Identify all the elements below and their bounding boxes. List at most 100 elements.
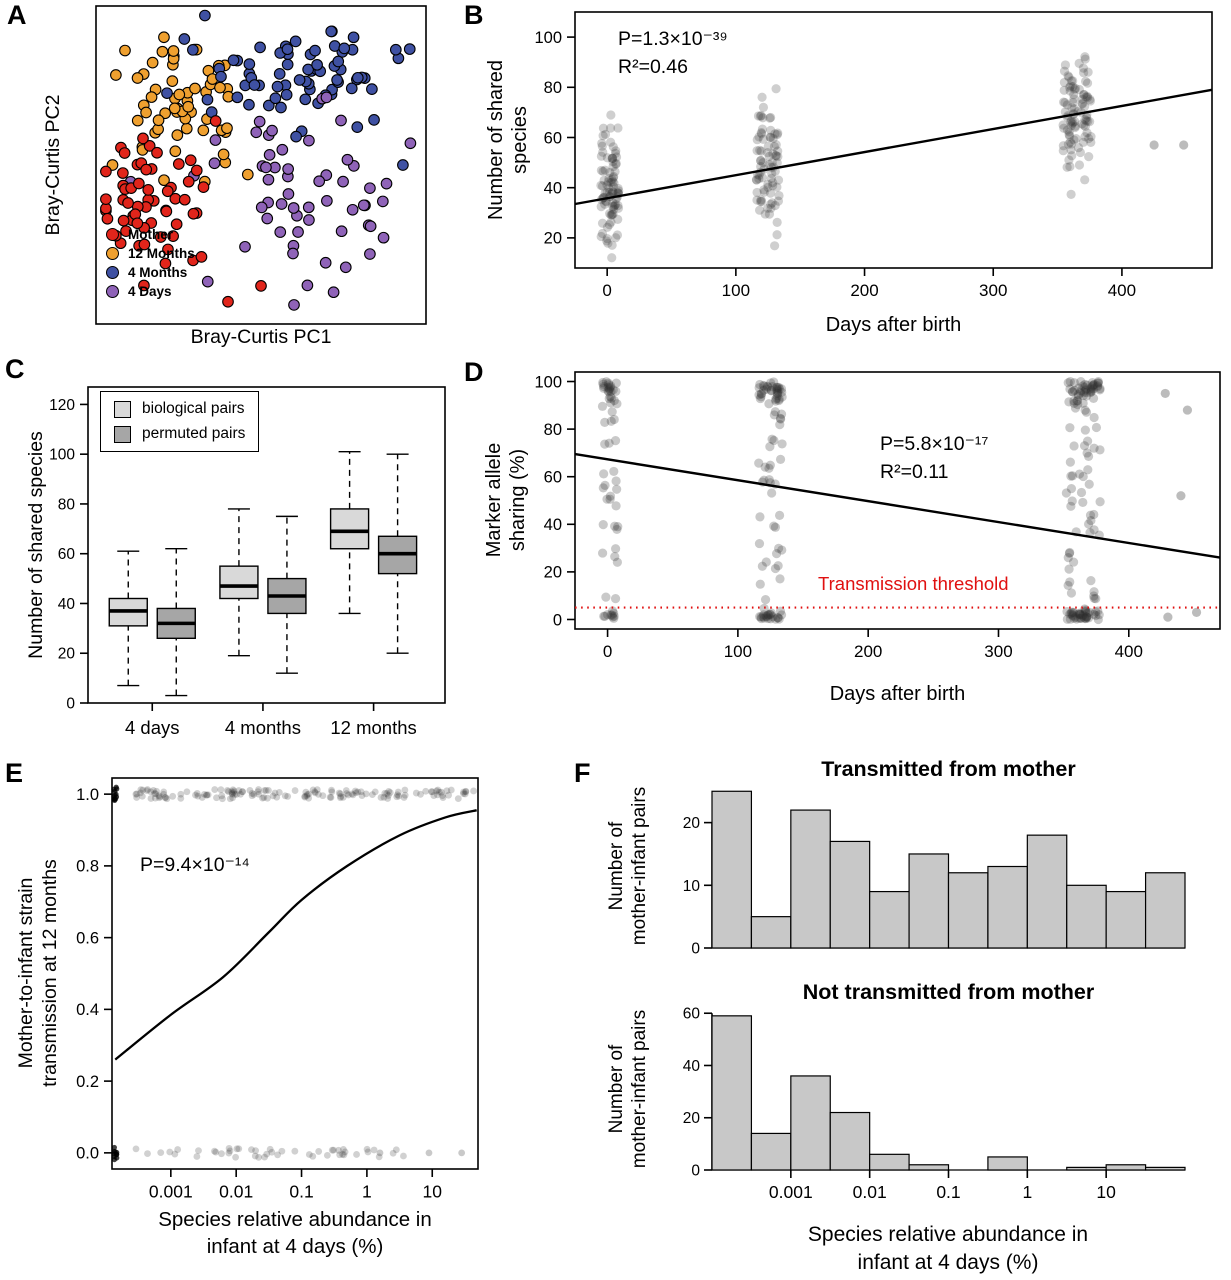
svg-text:100: 100	[534, 29, 562, 47]
svg-text:60: 60	[544, 129, 562, 147]
a-legend-item-4days: 4 Days	[106, 284, 195, 299]
svg-text:100: 100	[724, 642, 752, 661]
svg-text:100: 100	[49, 447, 75, 464]
y-axis: 0 20 40 60 80 100	[534, 373, 575, 629]
f-top-title: Transmitted from mother	[821, 757, 1076, 781]
svg-text:80: 80	[544, 421, 562, 439]
e-y-axis-label-line1: Mother-to-infant strain	[15, 877, 37, 1069]
svg-text:0: 0	[691, 941, 700, 958]
shared-species-boxplot-chart: 0 20 40 60 80 100 120 4 days 4 months 12 months	[49, 386, 446, 738]
panel-e: 0.001 0.01 0.1 1 10 0.0 0.2 0.4 0.6 0.8 1.0 E Moth…	[0, 755, 490, 1280]
c-legend: biological pairs permuted pairs	[100, 391, 260, 452]
f-top-y-label-line2: mother-infant pairs	[629, 786, 650, 946]
top-histogram: 0 10 20	[683, 790, 1186, 958]
c-y-axis-label: Number of shared species	[12, 395, 60, 695]
svg-text:12 months: 12 months	[330, 717, 416, 738]
four-months-dot-icon	[106, 266, 119, 279]
svg-text:300: 300	[984, 642, 1012, 661]
svg-text:40: 40	[544, 516, 562, 534]
svg-text:0: 0	[602, 281, 611, 300]
panel-e-label: E	[5, 758, 24, 788]
panel-b-label: B	[464, 0, 484, 30]
b-y-axis-label: Number of shared species	[484, 0, 532, 290]
svg-text:1: 1	[1022, 1182, 1032, 1202]
a-legend-item-mother: Mother	[106, 227, 195, 242]
panel-f: 0 10 20 0 20 40 60 0.001 0.01 0.1 1 10 F Transmitte…	[490, 755, 1231, 1280]
svg-text:10: 10	[423, 1182, 443, 1202]
mother-dot-icon	[106, 228, 119, 241]
a-legend-label: 4 Days	[128, 284, 172, 299]
a-legend-item-12months: 12 Months	[106, 246, 195, 261]
category-axis: 4 days 4 months 12 months	[125, 703, 417, 738]
svg-text:0.1: 0.1	[289, 1182, 313, 1202]
svg-text:40: 40	[683, 1058, 701, 1075]
svg-text:60: 60	[683, 1006, 701, 1023]
a-legend-label: 4 Months	[128, 265, 188, 280]
e-y-axis-label: Mother-to-infant strain transmission at …	[14, 823, 62, 1123]
e-pvalue: P=9.4×10⁻¹⁴	[140, 854, 250, 876]
panel-a: A Bray-Curtis PC2 Bray-Curtis PC1 Mother…	[0, 0, 460, 350]
svg-text:4 months: 4 months	[225, 717, 301, 738]
svg-text:20: 20	[683, 1110, 701, 1127]
e-x-axis-label-line2: infant at 4 days (%)	[206, 1235, 384, 1258]
f-bottom-y-label-line1: Number of	[606, 1044, 627, 1134]
c-y-axis-label-text: Number of shared species	[24, 431, 47, 659]
svg-text:1.0: 1.0	[76, 786, 99, 804]
svg-text:0.01: 0.01	[219, 1182, 253, 1202]
f-top-y-axis-label: Number of mother-infant pairs	[604, 736, 652, 996]
a-y-axis-label-text: Bray-Curtis PC2	[41, 94, 64, 236]
b-regression-line	[574, 88, 1213, 206]
d-y-axis-label: Marker allele sharing (%)	[482, 350, 530, 650]
c-legend-label: permuted pairs	[142, 425, 246, 442]
a-x-axis-label: Bray-Curtis PC1	[190, 326, 332, 348]
boxes-biological	[108, 450, 370, 687]
biological-pairs-swatch-icon	[114, 400, 131, 418]
svg-text:0: 0	[691, 1163, 700, 1180]
e-x-axis-label-line1: Species relative abundance in	[158, 1208, 432, 1231]
f-bottom-y-axis-label: Number of mother-infant pairs	[604, 959, 652, 1219]
f-x-axis-label-line2: infant at 4 days (%)	[857, 1251, 1039, 1274]
x-axis: 0 100 200 300 400	[602, 268, 1136, 300]
svg-text:100: 100	[534, 373, 562, 391]
shared-species-scatter-chart: 0 100 200 300 400 20 40 60 80 100	[534, 11, 1213, 300]
pcoa-scatter-chart	[95, 5, 427, 325]
plot-frame	[87, 386, 446, 704]
svg-text:80: 80	[58, 496, 76, 513]
svg-text:0.4: 0.4	[76, 1001, 99, 1019]
c-legend-item-biological: biological pairs	[114, 400, 245, 418]
svg-text:0: 0	[66, 695, 75, 712]
sample-points	[100, 9, 417, 311]
twelve-months-dot-icon	[106, 247, 119, 260]
d-regression-line	[574, 452, 1221, 559]
bottom-histogram: 0 20 40 60 0.001 0.01 0.1 1 10	[683, 1006, 1186, 1202]
a-legend: Mother 12 Months 4 Months 4 Days	[106, 227, 195, 299]
b-stats-annotation: P=1.3×10⁻³⁹ R²=0.46	[618, 25, 728, 81]
panel-f-label: F	[574, 758, 591, 788]
x-axis: 0.001 0.01 0.1 1 10	[149, 1169, 442, 1202]
panel-d: 0 100 200 300 400 0 20 40 60 80 100 D Marker allel…	[460, 355, 1231, 755]
svg-text:10: 10	[1096, 1182, 1116, 1202]
svg-text:120: 120	[49, 397, 75, 414]
svg-text:4 days: 4 days	[125, 717, 180, 738]
e-logistic-curve	[114, 809, 477, 1061]
y-axis: 0.0 0.2 0.4 0.6 0.8 1.0	[76, 786, 112, 1163]
panel-d-label: D	[464, 357, 484, 387]
svg-text:1: 1	[362, 1182, 372, 1202]
d-x-axis-label: Days after birth	[829, 683, 966, 705]
a-y-axis-label: Bray-Curtis PC2	[29, 15, 77, 315]
panel-c: 0 20 40 60 80 100 120 4 days 4 months 12 months C…	[0, 355, 460, 755]
plot-frame	[574, 11, 1213, 269]
y-axis: 0 20 40 60 80 100 120	[49, 397, 88, 712]
svg-text:20: 20	[683, 815, 701, 832]
svg-text:0.0: 0.0	[76, 1145, 99, 1163]
e-stats-annotation: P=9.4×10⁻¹⁴	[140, 853, 250, 877]
panel-b: 0 100 200 300 400 20 40 60 80 100 B Number of sha…	[460, 0, 1231, 350]
svg-text:400: 400	[1108, 281, 1136, 300]
four-days-dot-icon	[106, 285, 119, 298]
svg-text:0: 0	[553, 611, 562, 629]
d-y-axis-label-line1: Marker allele	[483, 442, 505, 558]
svg-text:0.01: 0.01	[853, 1182, 887, 1202]
transmission-logistic-chart: 0.001 0.01 0.1 1 10 0.0 0.2 0.4 0.6 0.8 1.0	[76, 777, 479, 1202]
svg-text:100: 100	[722, 281, 750, 300]
